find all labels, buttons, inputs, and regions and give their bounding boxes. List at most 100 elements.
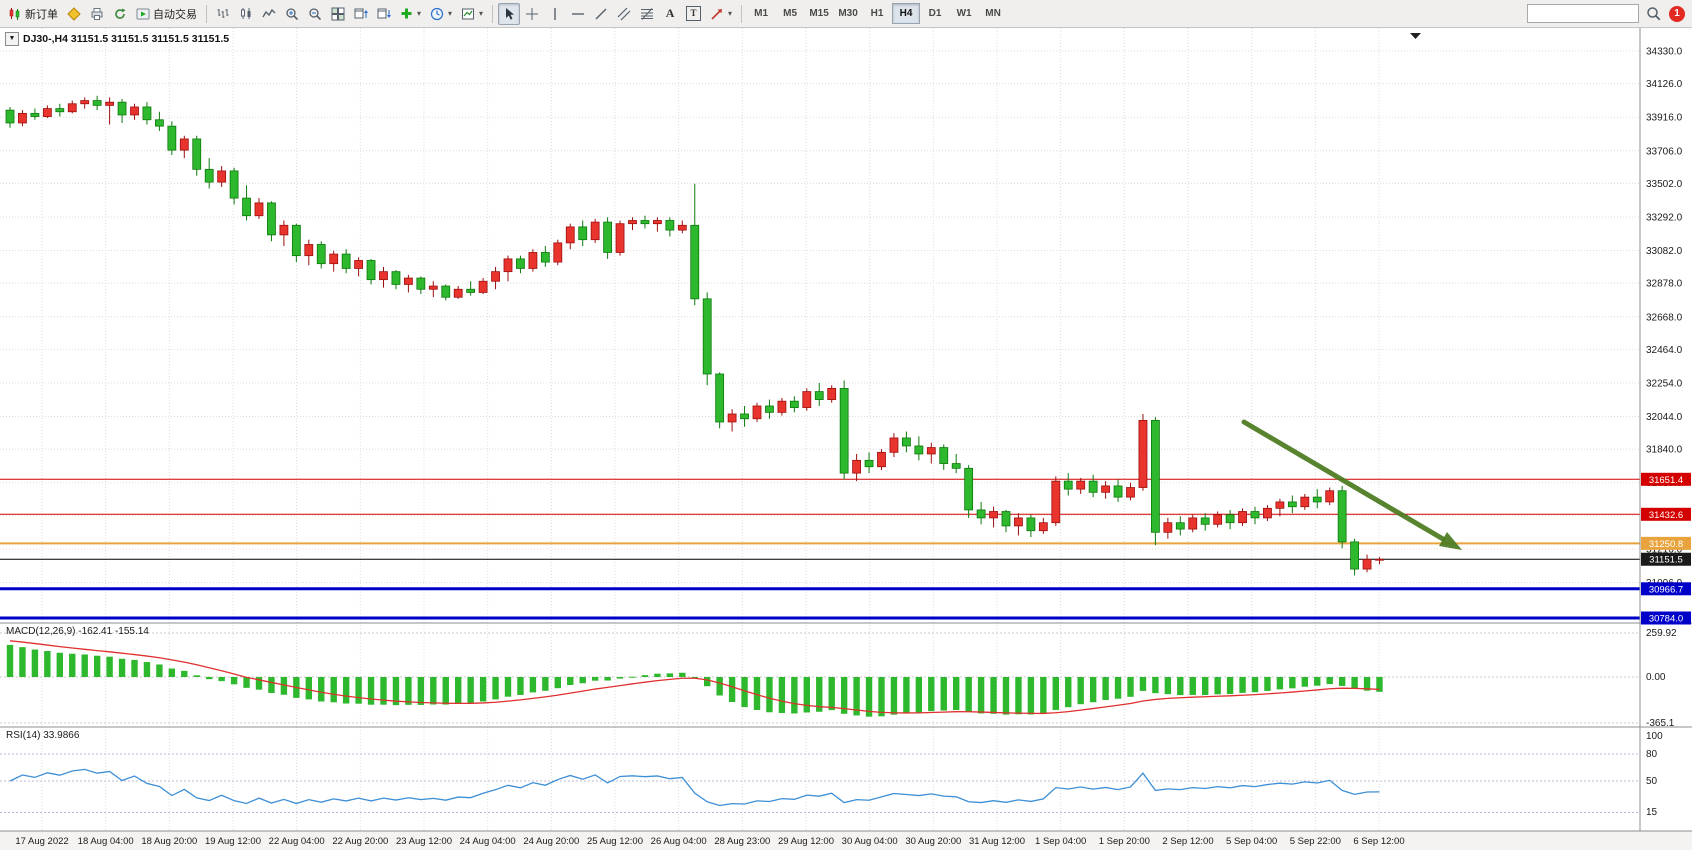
svg-text:31151.5: 31151.5 [1649, 555, 1683, 566]
auto-trading-button[interactable]: 自动交易 [132, 3, 201, 25]
arrange-down-button[interactable] [373, 3, 395, 25]
svg-text:0.00: 0.00 [1646, 672, 1666, 683]
timeframe-d1-button[interactable]: D1 [928, 8, 942, 19]
timeframe-m15-button[interactable]: M15 [809, 8, 829, 19]
svg-text:100: 100 [1646, 731, 1663, 742]
label-t-icon: T [686, 6, 702, 21]
search-button[interactable] [1642, 3, 1665, 25]
timeframe-m5-button[interactable]: M5 [783, 8, 798, 19]
timeframe-m1-button[interactable]: M1 [754, 8, 769, 19]
channel-icon [617, 7, 631, 20]
timeframe-w1-button[interactable]: W1 [956, 8, 972, 19]
metaeditor-button[interactable] [63, 3, 85, 25]
chart-canvas[interactable]: 17 Aug 2022 18 Aug 04:00 18 Aug 20:00 19 Au… [0, 28, 1692, 850]
svg-text:31216.0: 31216.0 [1646, 544, 1683, 555]
shapes-caret-icon: ▾ [728, 9, 733, 18]
print-icon [91, 7, 103, 20]
chart-dropdown-marker [1410, 33, 1421, 39]
cursor-icon [505, 7, 514, 20]
symbol-dropdown-icon[interactable]: ▼ [5, 32, 19, 46]
toolbar-separator [492, 4, 494, 23]
fibonacci-icon [641, 7, 654, 20]
chart-area: 17 Aug 2022 18 Aug 04:00 18 Aug 20:00 19 Au… [0, 28, 1692, 850]
zoom-in-button[interactable] [281, 3, 303, 25]
fibonacci-button[interactable] [636, 3, 658, 25]
svg-text:34330.0: 34330.0 [1646, 47, 1683, 58]
svg-text:32254.0: 32254.0 [1646, 378, 1683, 389]
candlestick-chart-button[interactable] [235, 3, 257, 25]
channel-button[interactable] [613, 3, 635, 25]
timeframe-h4-button[interactable]: H4 [892, 3, 921, 24]
label-button[interactable]: T [682, 3, 705, 25]
notification-badge[interactable]: 1 [1669, 5, 1685, 22]
svg-text:5 Sep 22:00: 5 Sep 22:00 [1290, 836, 1341, 847]
svg-text:33502.0: 33502.0 [1646, 179, 1683, 190]
svg-text:24 Aug 20:00: 24 Aug 20:00 [523, 836, 579, 847]
text-button[interactable]: A [659, 3, 681, 25]
svg-text:17 Aug 2022: 17 Aug 2022 [15, 836, 68, 847]
candles [5, 95, 1384, 576]
metaeditor-icon [67, 6, 81, 21]
price-badges: 31651.4 31432.6 31250.8 31151.5 30966.7 30784… [1641, 472, 1691, 625]
svg-text:259.92: 259.92 [1646, 628, 1677, 639]
bar-chart-icon [217, 9, 229, 18]
svg-text:-365.1: -365.1 [1646, 718, 1675, 729]
svg-text:31250.8: 31250.8 [1649, 539, 1683, 550]
svg-text:30966.7: 30966.7 [1649, 584, 1683, 595]
new-order-label: 新订单 [25, 8, 58, 21]
svg-text:18 Aug 20:00: 18 Aug 20:00 [141, 836, 197, 847]
svg-text:29 Aug 12:00: 29 Aug 12:00 [778, 836, 834, 847]
svg-text:32464.0: 32464.0 [1646, 345, 1683, 356]
horizontal-line-icon [572, 12, 585, 15]
svg-text:32878.0: 32878.0 [1646, 279, 1683, 290]
horizontal-line-button[interactable] [567, 3, 589, 25]
svg-text:6 Sep 12:00: 6 Sep 12:00 [1353, 836, 1404, 847]
clock-icon [430, 7, 444, 20]
new-order-button[interactable]: 新订单 [4, 3, 62, 25]
arrange-down-icon [377, 8, 391, 18]
svg-text:34126.0: 34126.0 [1646, 79, 1683, 90]
timeframe-mn-button[interactable]: MN [985, 8, 1001, 19]
timeframe-m30-button[interactable]: M30 [838, 8, 858, 19]
vertical-line-button[interactable] [544, 3, 566, 25]
crosshair-button[interactable] [521, 3, 543, 25]
zoom-out-button[interactable] [304, 3, 326, 25]
timeframe-h1-button[interactable]: H1 [870, 8, 884, 19]
cursor-button[interactable] [498, 2, 521, 25]
rsi-indicator-label: RSI(14) 33.9866 [6, 730, 80, 741]
svg-text:24 Aug 04:00: 24 Aug 04:00 [460, 836, 516, 847]
trendline-button[interactable] [590, 3, 612, 25]
new-order-icon [9, 7, 20, 20]
grid-lines [0, 28, 1640, 831]
periods-button[interactable]: ▾ [426, 3, 456, 25]
line-chart-icon [262, 8, 276, 18]
search-input[interactable] [1527, 4, 1639, 23]
refresh-button[interactable] [109, 3, 131, 25]
line-chart-button[interactable] [258, 3, 280, 25]
svg-text:19 Aug 12:00: 19 Aug 12:00 [205, 836, 261, 847]
svg-text:80: 80 [1646, 749, 1658, 760]
time-axis: 17 Aug 2022 18 Aug 04:00 18 Aug 20:00 19 Au… [0, 831, 1692, 850]
tile-windows-button[interactable] [327, 3, 349, 25]
indicators-button[interactable]: ▾ [396, 3, 425, 25]
print-button[interactable] [86, 3, 108, 25]
arrow-shape-icon [711, 8, 723, 20]
shapes-button[interactable]: ▾ [706, 3, 736, 25]
svg-text:26 Aug 04:00: 26 Aug 04:00 [651, 836, 707, 847]
svg-text:30784.0: 30784.0 [1649, 614, 1683, 625]
svg-text:31 Aug 12:00: 31 Aug 12:00 [969, 836, 1025, 847]
refresh-icon [115, 8, 126, 19]
macd-pane: 259.92 0.00 -365.1 [0, 628, 1677, 729]
bar-chart-button[interactable] [212, 3, 234, 25]
arrange-up-button[interactable] [350, 3, 372, 25]
svg-text:5 Sep 04:00: 5 Sep 04:00 [1226, 836, 1277, 847]
text-a-icon: A [665, 6, 675, 20]
svg-text:31840.0: 31840.0 [1646, 445, 1683, 456]
crosshair-icon [526, 7, 539, 20]
pane-borders [0, 28, 1692, 832]
templates-button[interactable]: ▾ [457, 3, 487, 25]
templates-icon [462, 8, 475, 19]
main-toolbar: 新订单 自动交易 [0, 0, 1692, 28]
arrange-up-icon [354, 8, 368, 18]
